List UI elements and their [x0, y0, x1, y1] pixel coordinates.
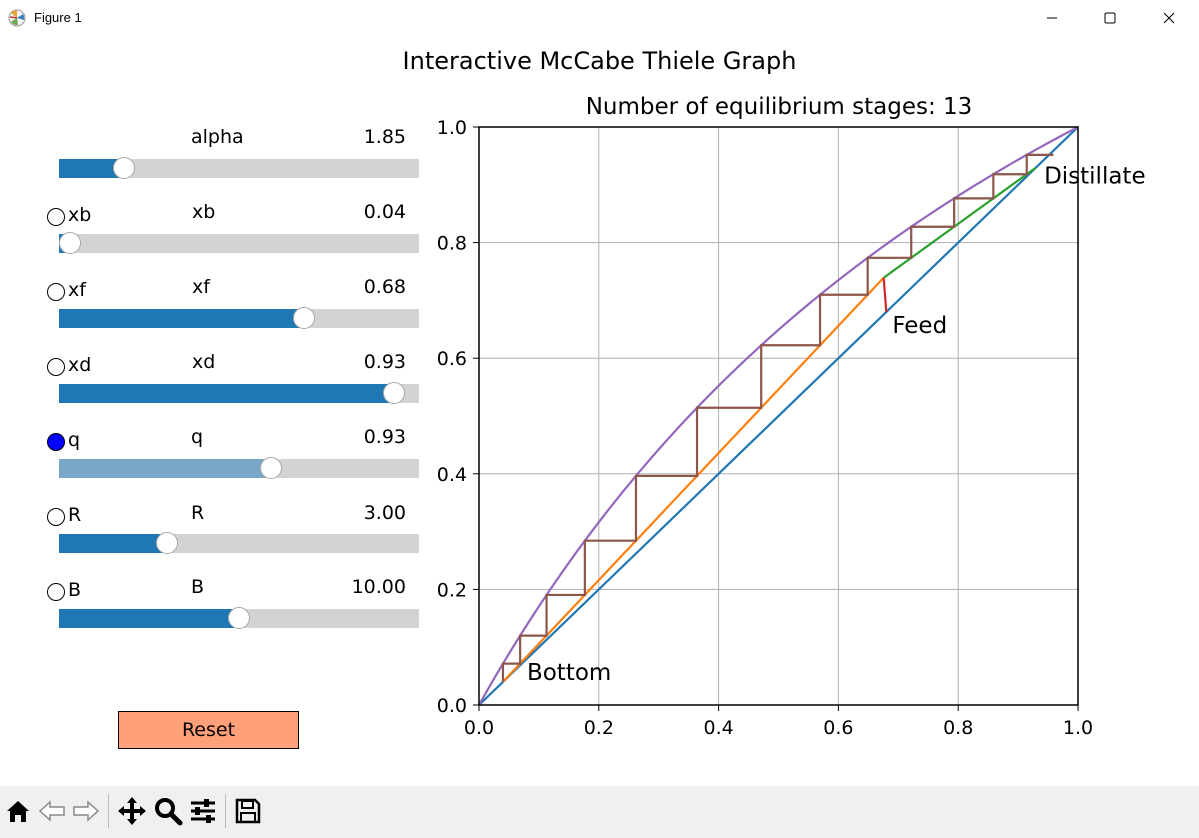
radio-xf[interactable] [47, 283, 65, 301]
close-button[interactable] [1140, 0, 1198, 36]
reset-button[interactable]: Reset [118, 711, 299, 749]
slider-fill-q [59, 459, 272, 478]
pan-button[interactable] [117, 796, 147, 826]
home-button[interactable] [3, 796, 33, 826]
x-tick-label: 0.6 [823, 717, 853, 739]
move-icon [118, 797, 146, 825]
x-tick-label: 1.0 [1063, 717, 1093, 739]
maximize-button[interactable] [1081, 0, 1139, 36]
maximize-icon [1104, 12, 1116, 24]
home-icon [7, 801, 29, 822]
zoom-button[interactable] [153, 796, 183, 826]
y-tick-label: 0.6 [437, 348, 467, 370]
feed-line [882, 277, 888, 313]
y-tick-label: 0.2 [437, 579, 467, 601]
radio-xd[interactable] [47, 358, 65, 376]
close-icon [1163, 12, 1175, 24]
slider-handle-xb[interactable] [58, 232, 81, 254]
slider-fill-B [59, 609, 239, 628]
y-tick-label: 0.8 [437, 233, 467, 255]
back-button[interactable] [38, 796, 68, 826]
slider-value-B: 10.00 [351, 576, 406, 598]
radio-xb[interactable] [47, 208, 65, 226]
slider-value-xf: 0.68 [363, 276, 406, 298]
diagonal-line [478, 126, 1079, 706]
radio-label-xf: xf [68, 279, 86, 301]
axes-frame [478, 126, 1079, 706]
slider-handle-R[interactable] [156, 532, 178, 554]
mccabe-thiele-plot[interactable]: Number of equilibrium stages: 13 0.0 0.2 0… [0, 36, 1199, 786]
rectifying-line [883, 166, 1037, 279]
toolbar-separator [225, 794, 226, 828]
slider-fill-xf [59, 309, 304, 328]
radio-q[interactable] [47, 433, 65, 451]
slider-label-alpha: alpha [191, 126, 244, 148]
slider-fill-R [59, 534, 167, 553]
annotation-feed: Feed [892, 313, 947, 339]
slider-fill-xd [59, 384, 394, 403]
radio-label-R: R [68, 504, 82, 526]
slider-track-q[interactable] [59, 457, 419, 479]
slider-handle-q[interactable] [260, 457, 283, 479]
slider-label-xd: xd [192, 351, 216, 373]
slider-handle-xd[interactable] [382, 382, 405, 404]
slider-track-xb[interactable] [58, 232, 419, 254]
chart-title: Number of equilibrium stages: 13 [586, 94, 973, 120]
slider-track-B[interactable] [59, 607, 419, 629]
navigation-toolbar [0, 786, 1199, 838]
radio-label-B: B [68, 579, 82, 601]
save-button[interactable] [233, 796, 263, 826]
y-tick-label: 0.4 [437, 464, 467, 486]
slider-value-xb: 0.04 [363, 201, 406, 223]
figure-suptitle: Interactive McCabe Thiele Graph [402, 47, 797, 75]
slider-track-R[interactable] [59, 532, 419, 554]
configure-button[interactable] [188, 796, 218, 826]
window-titlebar: Figure 1 [0, 0, 1199, 36]
y-tick-label: 1.0 [437, 117, 467, 139]
slider-value-R: 3.00 [363, 502, 406, 524]
equilibrium-curve [478, 126, 1079, 706]
minimize-button[interactable] [1023, 0, 1081, 36]
annotation-distillate: Distillate [1044, 163, 1146, 189]
floppy-icon [235, 798, 261, 824]
radio-B[interactable] [47, 583, 65, 601]
slider-track-xd[interactable] [59, 382, 419, 404]
y-tick-label: 0.0 [437, 695, 467, 717]
matplotlib-logo-icon [8, 9, 26, 27]
magnifier-icon [155, 798, 183, 826]
slider-label-R: R [191, 502, 205, 524]
radio-label-q: q [68, 429, 81, 451]
back-arrow-icon [38, 800, 65, 822]
annotation-bottom: Bottom [527, 660, 611, 686]
stripping-line [502, 277, 885, 683]
slider-label-xf: xf [192, 276, 210, 298]
forward-button[interactable] [70, 796, 100, 826]
x-tick-label: 0.2 [584, 717, 614, 739]
window-title: Figure 1 [34, 10, 82, 25]
x-tick-label: 0.4 [703, 717, 733, 739]
radio-label-xd: xd [68, 354, 92, 376]
slider-track-alpha[interactable] [59, 157, 419, 179]
slider-value-q: 0.93 [363, 426, 406, 448]
toolbar-separator [108, 794, 109, 828]
slider-value-xd: 0.93 [363, 351, 406, 373]
slider-handle-xf[interactable] [292, 307, 315, 329]
slider-track-xf[interactable] [59, 307, 419, 329]
slider-label-B: B [191, 576, 205, 598]
slider-label-q: q [191, 426, 204, 448]
sliders-icon [191, 799, 215, 823]
slider-fill-alpha [59, 159, 124, 178]
x-tick-label: 0.0 [464, 717, 494, 739]
radio-R[interactable] [47, 508, 65, 526]
radio-label-xb: xb [68, 204, 92, 226]
minimize-icon [1047, 17, 1057, 19]
figure-canvas: Interactive McCabe Thiele Graph alpha 1.… [0, 36, 1199, 786]
forward-arrow-icon [73, 800, 100, 822]
slider-handle-B[interactable] [228, 607, 250, 629]
x-tick-label: 0.8 [943, 717, 973, 739]
slider-handle-alpha[interactable] [112, 157, 135, 179]
slider-label-xb: xb [192, 201, 216, 223]
slider-value-alpha: 1.85 [363, 126, 406, 148]
stage-steps [501, 153, 1054, 682]
